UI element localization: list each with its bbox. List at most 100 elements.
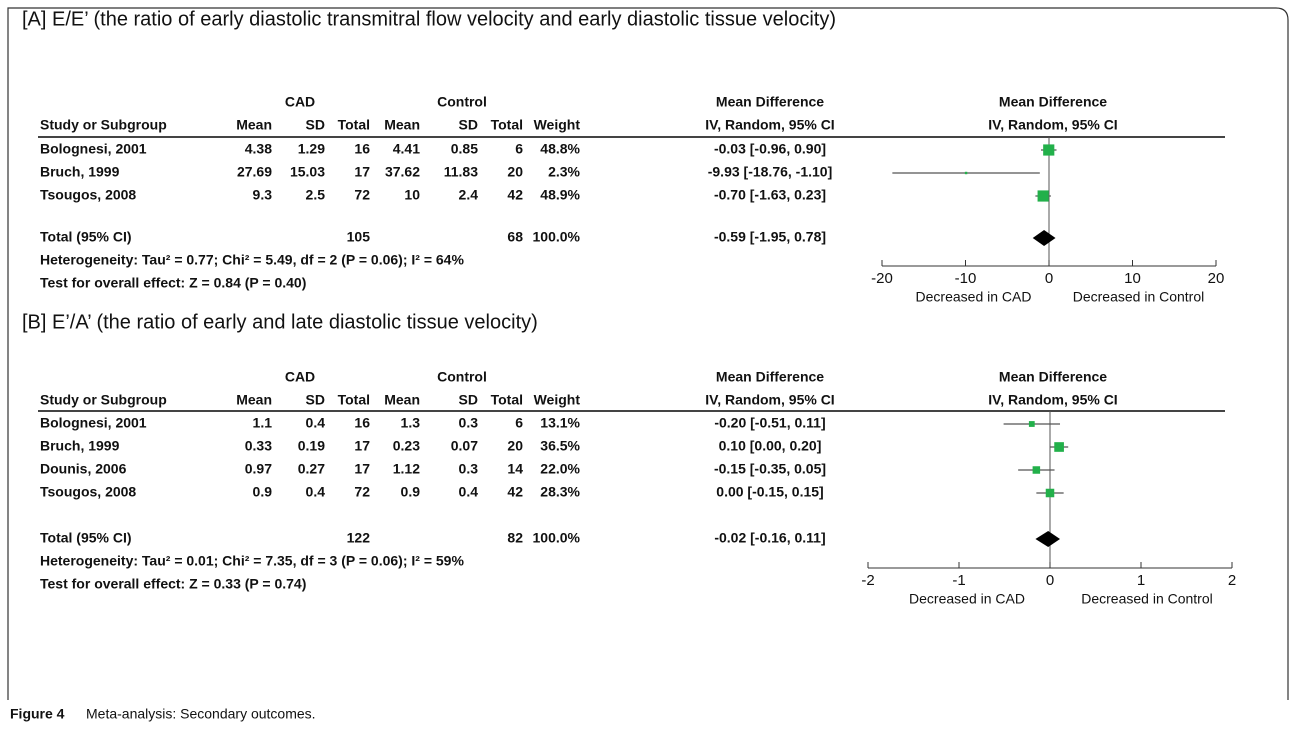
cell: -0.70 [-1.63, 0.23] [714,187,826,203]
column-header: IV, Random, 95% CI [705,117,834,133]
cell: 37.62 [385,164,420,180]
group-header: Mean Difference [999,369,1107,385]
cell: 20 [507,438,523,454]
cell: 4.41 [393,141,420,157]
x-tick-label: -20 [871,270,893,287]
cell: 11.83 [444,164,478,180]
column-header: IV, Random, 95% CI [988,117,1117,133]
cell: 100.0% [533,229,581,245]
cell: 0.3 [459,461,479,477]
cell: 27.69 [237,164,272,180]
group-header: Mean Difference [716,94,824,110]
cell: 0.33 [245,438,272,454]
cell: 2.4 [459,187,479,203]
effect-square [1043,144,1055,156]
cell: 16 [354,415,370,431]
cell: -0.20 [-0.51, 0.11] [714,415,825,431]
cell: 36.5% [540,438,580,454]
x-tick-label: -10 [955,270,977,287]
pooled-diamond [1032,230,1056,246]
effect-square [1037,190,1049,202]
frame [7,7,1289,700]
cell: 0.9 [401,484,421,500]
cell: 0.85 [451,141,478,157]
cell: 72 [354,187,370,203]
cell: -9.93 [-18.76, -1.10] [708,164,833,180]
cell: 2.5 [306,187,326,203]
cell: 0.00 [-0.15, 0.15] [716,484,823,500]
cell: 2.3% [548,164,580,180]
cell: Total (95% CI) [40,229,132,245]
cell: 48.9% [540,187,580,203]
cell: Total (95% CI) [40,530,132,546]
cell: 0.9 [253,484,273,500]
column-header: Total [338,392,370,408]
column-header: SD [459,117,478,133]
effect-square [964,171,968,175]
group-header: Control [437,369,487,385]
heterogeneity: Heterogeneity: Tau² = 0.77; Chi² = 5.49,… [40,252,464,268]
column-header: IV, Random, 95% CI [988,392,1117,408]
column-header: Total [491,392,523,408]
column-header: Total [491,117,523,133]
cell: 0.07 [451,438,478,454]
x-label-right: Decreased in Control [1073,289,1205,305]
cell: Bruch, 1999 [40,438,120,454]
column-header: Weight [534,392,581,408]
group-header: Mean Difference [716,369,824,385]
cell: -0.15 [-0.35, 0.05] [714,461,826,477]
cell: -0.59 [-1.95, 0.78] [714,229,826,245]
cell: Bolognesi, 2001 [40,415,147,431]
column-header: Mean [384,117,420,133]
cell: 14 [507,461,523,477]
cell: 1.1 [253,415,273,431]
overall-effect: Test for overall effect: Z = 0.84 (P = 0… [40,275,306,291]
heterogeneity: Heterogeneity: Tau² = 0.01; Chi² = 7.35,… [40,553,464,569]
x-tick-label: 20 [1208,270,1225,287]
column-header: IV, Random, 95% CI [705,392,834,408]
cell: 9.3 [253,187,273,203]
cell: Tsougos, 2008 [40,484,136,500]
cell: 82 [507,530,523,546]
x-tick-label: 1 [1137,572,1145,589]
effect-square [1028,421,1035,427]
cell: 10 [404,187,420,203]
cell: -0.03 [-0.96, 0.90] [714,141,826,157]
x-label-left: Decreased in CAD [909,591,1025,607]
cell: Bolognesi, 2001 [40,141,147,157]
cell: 0.4 [459,484,479,500]
cell: 1.3 [401,415,421,431]
x-label-left: Decreased in CAD [916,289,1032,305]
group-header: CAD [285,94,315,110]
x-tick-label: -1 [952,572,965,589]
cell: 17 [354,461,370,477]
cell: 17 [354,438,370,454]
group-header: CAD [285,369,315,385]
cell: 17 [354,164,370,180]
cell: 0.27 [298,461,325,477]
column-header: SD [306,392,325,408]
cell: 1.29 [298,141,325,157]
column-header: Mean [384,392,420,408]
panel-title: [A] E/E’ (the ratio of early diastolic t… [22,8,836,30]
cell: 6 [515,415,523,431]
cell: -0.02 [-0.16, 0.11] [714,530,825,546]
pooled-diamond [1035,531,1061,547]
column-header: Mean [236,392,272,408]
caption-label: Figure 4 [10,706,65,722]
cell: 16 [354,141,370,157]
effect-square [1032,466,1041,474]
x-tick-label: -2 [861,572,874,589]
cell: 20 [507,164,523,180]
x-tick-label: 2 [1228,572,1236,589]
x-tick-label: 0 [1046,572,1054,589]
cell: 48.8% [540,141,580,157]
x-tick-label: 0 [1045,270,1053,287]
cell: Bruch, 1999 [40,164,120,180]
x-tick-label: 10 [1124,270,1141,287]
column-header: Weight [534,117,581,133]
cell: 0.3 [459,415,479,431]
cell: 0.10 [0.00, 0.20] [719,438,822,454]
cell: 72 [354,484,370,500]
